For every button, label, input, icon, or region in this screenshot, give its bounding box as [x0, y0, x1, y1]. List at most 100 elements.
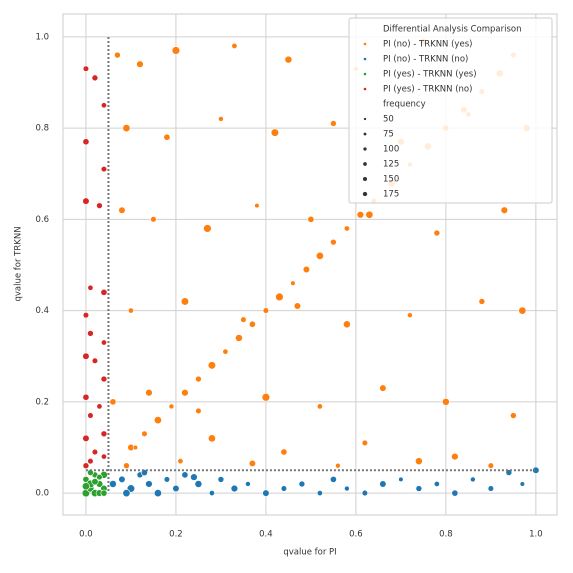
- point: [82, 352, 90, 360]
- point: [478, 298, 486, 305]
- point: [218, 116, 224, 122]
- point: [356, 211, 365, 219]
- x-tick-label: 1.0: [529, 530, 543, 540]
- point: [172, 484, 180, 493]
- point: [122, 124, 131, 133]
- point: [114, 51, 121, 59]
- point: [407, 312, 413, 318]
- point: [217, 476, 225, 483]
- legend-marker: [363, 72, 367, 76]
- point: [100, 102, 107, 109]
- point: [100, 165, 108, 173]
- point: [290, 280, 296, 286]
- point: [150, 216, 157, 223]
- x-tick-label: 0.2: [169, 530, 183, 540]
- point: [203, 224, 212, 233]
- point: [315, 251, 324, 260]
- legend-label: PI (yes) - TRKNN (no): [383, 85, 472, 95]
- point: [487, 485, 495, 492]
- point: [109, 480, 117, 488]
- point: [231, 42, 238, 49]
- point: [100, 489, 108, 497]
- point: [240, 316, 247, 323]
- point: [245, 481, 251, 487]
- point: [87, 458, 94, 465]
- legend-label: 150: [383, 175, 399, 185]
- point: [82, 197, 90, 205]
- legend-label: 75: [383, 130, 394, 140]
- point: [230, 484, 239, 493]
- legend-marker: [363, 57, 367, 61]
- point: [82, 393, 90, 401]
- legend-label: 100: [383, 145, 399, 155]
- point: [451, 452, 459, 461]
- point: [163, 133, 171, 141]
- point: [442, 397, 450, 406]
- legend-label: 175: [383, 190, 399, 200]
- point: [87, 330, 94, 337]
- point: [518, 306, 527, 315]
- point: [118, 206, 126, 214]
- point: [136, 60, 144, 68]
- point: [82, 138, 90, 146]
- point: [415, 457, 423, 466]
- point: [91, 357, 99, 364]
- y-tick-label: 0.8: [35, 124, 49, 134]
- legend-size-marker: [363, 132, 367, 136]
- legend-box: [348, 17, 553, 204]
- point: [451, 489, 459, 497]
- point: [82, 312, 90, 319]
- point: [82, 65, 90, 72]
- y-tick-label: 0.6: [35, 215, 49, 225]
- point: [398, 476, 404, 483]
- point: [262, 307, 270, 314]
- point: [180, 297, 190, 306]
- point: [190, 473, 198, 481]
- point: [510, 412, 517, 419]
- point: [500, 206, 509, 214]
- point: [343, 320, 351, 329]
- x-tick-label: 0.8: [439, 530, 453, 540]
- point: [298, 480, 306, 488]
- point: [379, 384, 387, 392]
- point: [171, 46, 181, 55]
- legend-size-marker: [362, 191, 368, 197]
- point: [181, 388, 189, 397]
- point: [122, 489, 131, 498]
- point: [177, 458, 184, 465]
- point: [194, 480, 203, 488]
- point: [81, 482, 90, 491]
- point: [109, 398, 117, 406]
- legend-size-marker: [363, 162, 367, 166]
- point: [470, 476, 476, 483]
- point: [302, 265, 310, 274]
- point: [280, 485, 288, 492]
- point: [96, 202, 103, 209]
- point: [270, 128, 280, 137]
- point: [118, 475, 126, 483]
- point: [181, 471, 189, 479]
- legend-size-marker: [363, 117, 367, 121]
- point: [330, 238, 337, 246]
- point: [153, 489, 162, 498]
- x-axis-label: qvalue for PI: [283, 548, 336, 558]
- point: [91, 448, 99, 456]
- point: [145, 388, 153, 397]
- point: [262, 489, 270, 497]
- point: [195, 375, 202, 383]
- point: [532, 466, 540, 474]
- legend-label: PI (no) - TRKNN (no): [383, 55, 468, 65]
- point: [123, 462, 130, 470]
- point: [335, 462, 341, 469]
- point: [248, 459, 256, 468]
- point: [82, 434, 90, 442]
- point: [100, 375, 108, 383]
- point: [100, 339, 107, 346]
- point: [207, 361, 217, 370]
- point: [132, 444, 139, 451]
- point: [100, 430, 108, 438]
- point: [248, 320, 256, 328]
- point: [82, 462, 90, 470]
- point: [487, 462, 495, 469]
